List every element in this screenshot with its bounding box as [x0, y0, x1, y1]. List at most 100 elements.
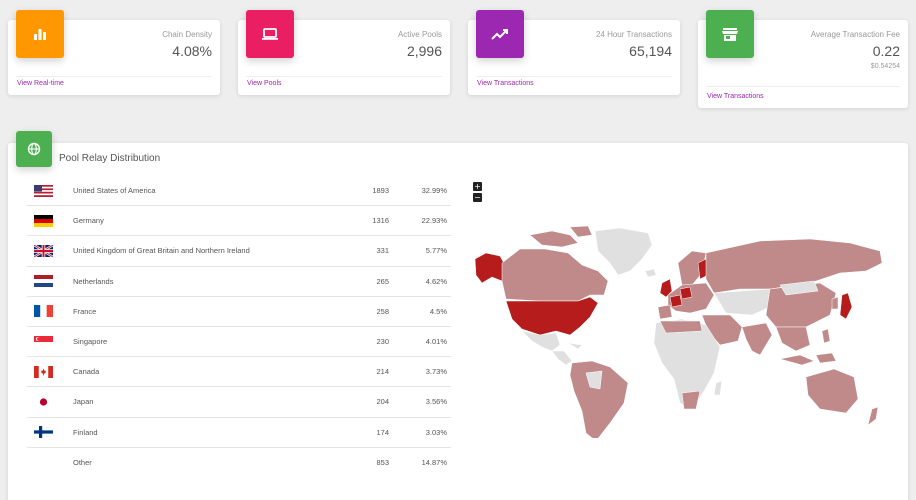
divider: [476, 76, 672, 77]
stat-title: Chain Density: [162, 30, 212, 39]
map-region-mexico: [521, 330, 561, 352]
relay-percent: 4.62%: [425, 276, 447, 286]
map-region-indonesia: [815, 352, 837, 364]
map-region-russia: [705, 238, 883, 294]
stat-value: 65,194: [629, 43, 672, 59]
relay-percent: 14.87%: [421, 458, 447, 468]
map-region-canada-islands: [529, 230, 579, 248]
stat-sub-value: $0.54254: [870, 63, 900, 70]
table-row: France 258 4.5%: [27, 297, 451, 327]
map-region-north-africa: [659, 320, 703, 334]
map-region-iberia: [657, 304, 673, 320]
relay-percent: 4.5%: [429, 306, 447, 316]
map-region-greenland: [594, 227, 653, 276]
world-map[interactable]: [470, 223, 895, 438]
stat-title: Average Transaction Fee: [810, 30, 900, 39]
view-real-time-link[interactable]: View Real-time: [17, 80, 64, 87]
country-name: United Kingdom of Great Britain and Nort…: [73, 246, 250, 256]
view-transactions-link[interactable]: View Transactions: [707, 93, 764, 100]
table-row: Japan 204 3.56%: [27, 387, 451, 418]
map-region-new-zealand: [867, 406, 879, 426]
stat-value: 4.08%: [172, 43, 212, 59]
map-region-madagascar: [713, 380, 723, 396]
relay-count: 265: [376, 276, 389, 286]
map-region-india: [741, 322, 773, 356]
table-row: United Kingdom of Great Britain and Nort…: [27, 236, 451, 267]
country-name: Finland: [73, 427, 98, 437]
country-name: Canada: [73, 367, 100, 377]
stat-card-avg-transaction-fee: Average Transaction Fee 0.22 $0.54254 Vi…: [698, 10, 908, 108]
map-region-caribbean: [567, 342, 583, 350]
sg-flag-icon: [27, 335, 59, 348]
map-region-south-america-light: [585, 370, 603, 390]
stat-card-24h-transactions: 24 Hour Transactions 65,194 View Transac…: [468, 10, 680, 95]
stat-title: Active Pools: [397, 30, 442, 39]
fi-flag-icon: [27, 426, 59, 439]
table-row: United States of America 1893 32.99%: [27, 176, 451, 207]
panel-title: Pool Relay Distribution: [59, 153, 161, 164]
table-row: Netherlands 265 4.62%: [27, 267, 451, 297]
store-icon: [706, 10, 754, 58]
relay-percent: 4.01%: [425, 337, 447, 347]
relay-count: 258: [376, 306, 389, 316]
map-region-canada-islands: [569, 225, 593, 238]
us-flag-icon: [27, 184, 59, 197]
relay-percent: 3.03%: [425, 427, 447, 437]
relay-table: United States of America 1893 32.99% Ger…: [27, 176, 451, 478]
laptop-icon: [246, 10, 294, 58]
relay-percent: 32.99%: [421, 186, 447, 196]
map-region-se-asia: [775, 326, 811, 352]
map-region-central-asia: [713, 288, 775, 316]
map-region-philippines: [821, 328, 831, 344]
stat-value: 2,996: [406, 43, 442, 59]
view-transactions-link[interactable]: View Transactions: [477, 80, 534, 87]
table-row: Singapore 230 4.01%: [27, 327, 451, 358]
table-row: Other 853 14.87%: [27, 448, 451, 478]
nl-flag-icon: [27, 275, 59, 288]
relay-count: 331: [376, 246, 389, 256]
stat-title: 24 Hour Transactions: [595, 30, 672, 39]
relay-percent: 22.93%: [421, 216, 447, 226]
divider: [706, 86, 900, 87]
stat-card-active-pools: Active Pools 2,996 View Pools: [238, 10, 450, 95]
country-name: Singapore: [73, 337, 108, 347]
fr-flag-icon: [27, 305, 59, 318]
country-name: Japan: [73, 397, 94, 407]
bar-chart-icon: [16, 10, 64, 58]
map-region-central-america: [551, 350, 573, 366]
map-region-germany: [679, 286, 693, 300]
map-region-south-africa: [681, 390, 701, 410]
map-region-iceland: [644, 268, 657, 278]
relay-count: 214: [376, 367, 389, 377]
map-region-australia: [805, 368, 859, 414]
map-region-canada: [501, 248, 609, 302]
country-name: Germany: [73, 216, 104, 226]
relay-percent: 5.77%: [425, 246, 447, 256]
relay-count: 230: [376, 337, 389, 347]
relay-count: 174: [376, 427, 389, 437]
gb-flag-icon: [27, 244, 59, 257]
table-row: Canada 214 3.73%: [27, 357, 451, 388]
trending-up-icon: [476, 10, 524, 58]
stat-card-chain-density: Chain Density 4.08% View Real-time: [8, 10, 220, 95]
map-region-japan: [839, 292, 853, 320]
pool-relay-panel: Pool Relay Distribution United States of…: [8, 131, 908, 500]
view-pools-link[interactable]: View Pools: [247, 80, 282, 87]
country-name: Other: [73, 458, 92, 468]
zoom-out-button[interactable]: −: [473, 193, 482, 202]
map-region-usa: [505, 296, 599, 336]
map-region-indonesia: [779, 354, 815, 366]
relay-percent: 3.56%: [425, 397, 447, 407]
map-region-china: [765, 282, 837, 328]
country-name: United States of America: [73, 186, 156, 196]
map-region-alaska: [474, 252, 507, 284]
relay-percent: 3.73%: [425, 367, 447, 377]
table-row: Germany 1316 22.93%: [27, 206, 451, 237]
country-name: Netherlands: [73, 276, 114, 286]
de-flag-icon: [27, 214, 59, 227]
jp-flag-icon: [27, 395, 59, 408]
zoom-in-button[interactable]: +: [473, 182, 482, 191]
divider: [16, 76, 212, 77]
relay-count: 1893: [372, 186, 389, 196]
map-region-mongolia: [779, 280, 819, 296]
